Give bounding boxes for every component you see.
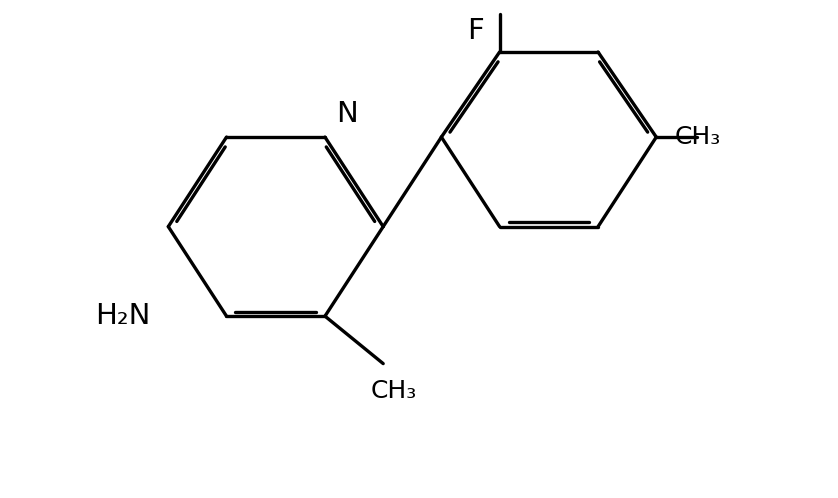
Text: H₂N: H₂N bbox=[95, 302, 150, 330]
Text: F: F bbox=[468, 17, 484, 45]
Text: CH₃: CH₃ bbox=[370, 379, 417, 403]
Text: N: N bbox=[337, 100, 359, 128]
Text: CH₃: CH₃ bbox=[675, 125, 721, 149]
